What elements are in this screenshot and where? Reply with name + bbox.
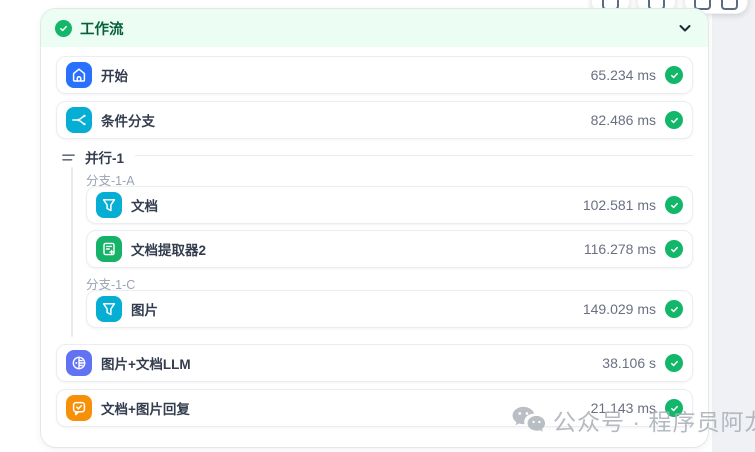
node-duration: 102.581 ms <box>582 197 656 213</box>
node-row-condition[interactable]: 条件分支 82.486 ms <box>56 101 693 139</box>
node-row-answer[interactable]: 文档+图片回复 21.143 ms <box>56 389 693 427</box>
workflow-header[interactable]: 工作流 <box>41 9 708 47</box>
parallel-label: 并行-1 <box>85 151 125 166</box>
node-row-image-filter[interactable]: 图片 149.029 ms <box>86 290 693 328</box>
success-check-icon <box>55 19 72 37</box>
divider <box>135 155 693 156</box>
node-duration: 65.234 ms <box>590 67 656 83</box>
parallel-group-header[interactable]: 并行-1 <box>61 147 124 167</box>
branch-label-c: 分支-1-C <box>86 278 136 292</box>
filter-icon <box>96 296 122 322</box>
toolbar-icon <box>694 0 711 10</box>
success-check-icon <box>665 111 683 129</box>
node-row-start[interactable]: 开始 65.234 ms <box>56 56 693 94</box>
node-label: 图片+文档LLM <box>101 357 191 372</box>
workflow-trace-panel: 工作流 开始 65.234 ms 条件分支 <box>40 8 709 448</box>
parallel-lines-icon <box>62 153 75 161</box>
node-row-doc-extractor[interactable]: 文档提取器2 116.278 ms <box>86 230 693 268</box>
node-label: 文档 <box>131 199 158 214</box>
success-check-icon <box>665 354 683 372</box>
success-check-icon <box>665 66 683 84</box>
success-check-icon <box>665 196 683 214</box>
filter-icon <box>96 192 122 218</box>
split-branch-icon <box>66 107 92 133</box>
node-duration: 21.143 ms <box>590 400 656 416</box>
chevron-down-icon[interactable] <box>677 20 693 36</box>
node-row-doc-filter[interactable]: 文档 102.581 ms <box>86 186 693 224</box>
page-background-strip <box>712 0 755 452</box>
answer-reply-icon <box>66 395 92 421</box>
node-label: 条件分支 <box>101 114 155 129</box>
node-duration: 149.029 ms <box>582 301 656 317</box>
success-check-icon <box>665 300 683 318</box>
branch-label-a: 分支-1-A <box>86 174 135 188</box>
success-check-icon <box>665 240 683 258</box>
node-label: 图片 <box>131 303 158 318</box>
doc-extractor-icon <box>96 236 122 262</box>
panel-title: 工作流 <box>80 21 124 38</box>
node-duration: 116.278 ms <box>583 241 656 257</box>
node-row-llm[interactable]: 图片+文档LLM 38.106 s <box>56 344 693 382</box>
success-check-icon <box>665 399 683 417</box>
llm-brain-icon <box>66 350 92 376</box>
branch-guide-line <box>71 167 73 337</box>
toolbar-icon <box>721 0 738 10</box>
node-duration: 82.486 ms <box>590 112 656 128</box>
node-label: 开始 <box>101 69 128 84</box>
node-label: 文档+图片回复 <box>101 402 190 417</box>
node-label: 文档提取器2 <box>131 243 207 258</box>
node-duration: 38.106 s <box>602 355 656 371</box>
home-icon <box>66 62 92 88</box>
